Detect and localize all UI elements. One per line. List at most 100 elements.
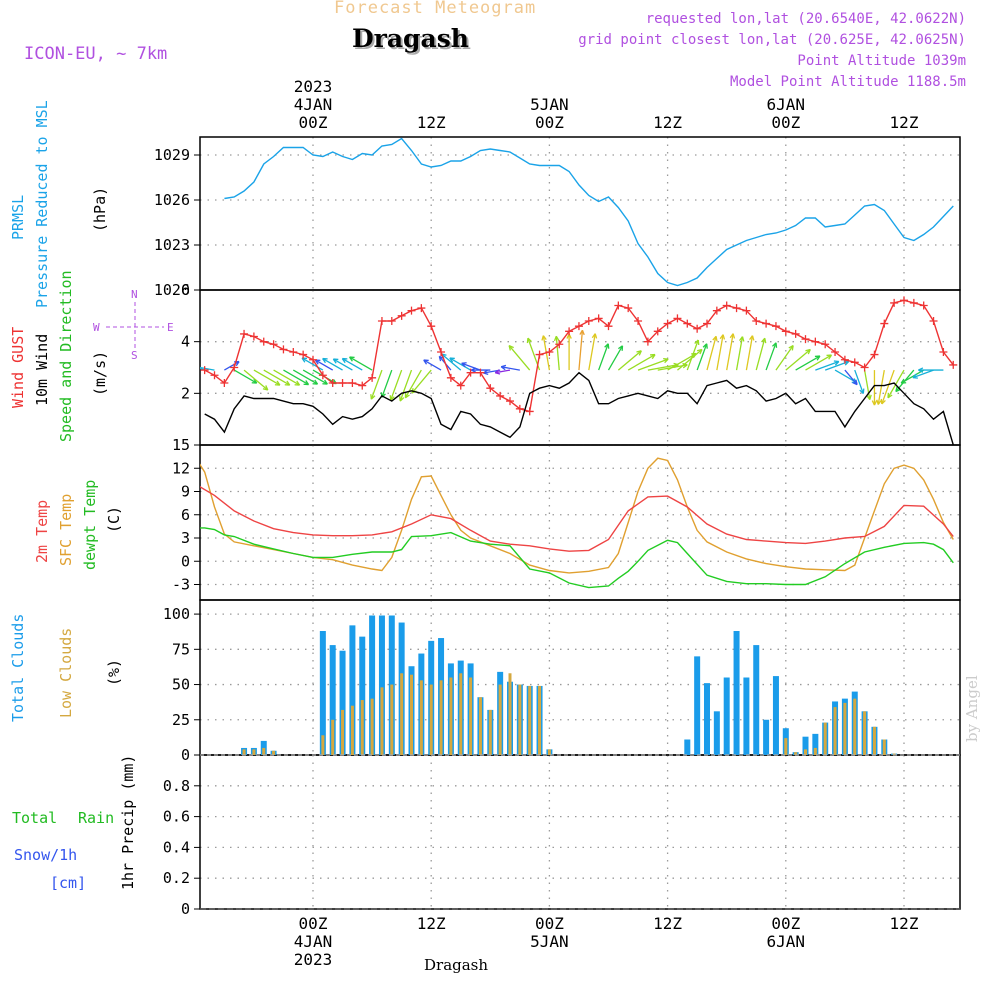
temperature-ytick-label: 9 (181, 483, 190, 501)
wind-arrow-head (895, 386, 901, 393)
low-cloud-bar (429, 684, 433, 755)
wind-arrow (647, 364, 679, 371)
temperature-panel: -3 0 3 6 9 12 15 (172, 436, 961, 601)
wind-arrow (716, 334, 724, 371)
temperature-ytick-label: 3 (181, 529, 190, 547)
wind-arrow-head (312, 379, 319, 385)
wind-arrow-head (880, 398, 886, 405)
wind-arrow-head (871, 400, 878, 406)
wind-arrow-head (761, 337, 767, 344)
wind-arrow-head (262, 385, 269, 391)
wind-gust-point (614, 301, 623, 310)
low-cloud-bar (469, 677, 473, 755)
wind-gust-point (880, 319, 889, 328)
pressure-reduced-label: Pressure Reduced to MSL (33, 100, 51, 308)
pressure-frame (199, 136, 961, 291)
wind-gust-line (204, 299, 954, 413)
wind-arrow (795, 355, 821, 371)
wind-arrow-head (553, 335, 560, 342)
wind-arrow-head (274, 380, 281, 386)
wind-gust-point (249, 332, 258, 341)
wind-arrow (598, 343, 609, 371)
wind-arrow-head (852, 379, 858, 386)
low-cloud-bar (242, 749, 246, 755)
low-cloud-bar (547, 749, 551, 755)
total-cloud-bar (753, 645, 760, 755)
wind-arrow (292, 369, 318, 385)
top-time-label: 00Z (535, 113, 564, 132)
bottom-time-label: 00Z (299, 914, 328, 933)
wind-gust-point (496, 391, 505, 400)
wind-gust-point (466, 368, 475, 377)
wind-arrow (243, 369, 269, 391)
wind-arrow (283, 369, 309, 386)
wind-arrow-head (494, 369, 501, 375)
wind-gust-point (703, 319, 711, 328)
wind-arrow-head (696, 348, 703, 355)
wind-gust-point (909, 298, 918, 307)
wind-gust-point (693, 324, 702, 333)
wind-gust-point (919, 301, 928, 310)
wind-gust-point (299, 350, 308, 359)
wind-gust-point (574, 322, 583, 331)
wind-arrow (900, 369, 925, 384)
wind-gust-point (456, 381, 465, 390)
wind-arrow (877, 369, 885, 405)
wind-arrow (322, 358, 343, 371)
top-time-label: 12Z (417, 113, 446, 132)
top-time-label: 12Z (890, 113, 919, 132)
wind-arrow-head (650, 353, 656, 360)
wind-gust-point (309, 355, 317, 364)
wind-gust-point (348, 379, 357, 387)
wind-gust-point (890, 298, 899, 307)
wind-gust-point (437, 348, 446, 356)
low-cloud-bar (863, 711, 867, 755)
wind-arrow-head (617, 345, 624, 351)
wind-arrow (263, 369, 291, 386)
low-cloud-bar (872, 726, 876, 755)
precip-unit-label: 1hr Precip (mm) (119, 755, 137, 890)
wind-gust-point (939, 348, 948, 356)
wind-gust-point (407, 306, 416, 315)
cloud-bars (241, 615, 898, 755)
dewpt-series (200, 527, 954, 589)
pressure-ytick-label: 1029 (154, 146, 190, 164)
bottom-time-label: 4JAN (294, 932, 333, 951)
wind-gust-point (555, 340, 564, 349)
wind-gust-point (673, 314, 682, 323)
low-cloud-bar (262, 747, 266, 755)
total-clouds-label: Total Clouds (9, 614, 27, 722)
wind-arrow-head (541, 335, 547, 341)
wind-arrow (617, 350, 642, 371)
wind-labels: Wind GUST 10m Wind Speed and Direction (… (9, 270, 109, 442)
clouds-ytick-label: 50 (172, 676, 190, 694)
wind-gust-point (289, 348, 298, 356)
bottom-time-label: 5JAN (530, 932, 569, 951)
wind-arrow (677, 349, 703, 371)
wind-arrow (404, 369, 422, 399)
top-time-label: 5JAN (530, 95, 569, 114)
t2m-series (200, 486, 954, 552)
wind-gust-point (643, 337, 652, 346)
wind-arrow (349, 356, 373, 371)
wind-arrow-head (887, 392, 893, 399)
low-cloud-bar (360, 700, 364, 755)
wind-arrow (381, 369, 393, 398)
wind-arrow-head (423, 359, 429, 365)
wind-gust-point (742, 306, 751, 315)
station-name: Dragash (352, 24, 469, 53)
precipitation-ytick-label: 0.8 (163, 777, 190, 795)
prmsl-line (224, 137, 954, 287)
total-cloud-bar (329, 645, 336, 755)
t2m-line (200, 486, 954, 552)
temp-unit-label: (C) (105, 506, 123, 533)
wind-arrows (200, 329, 944, 406)
wind-arrow (765, 342, 777, 371)
wind-arrow-head (322, 357, 328, 364)
wind-unit-label: (m/s) (91, 351, 109, 396)
wind-gust-point (722, 301, 731, 310)
wind-arrow (785, 349, 811, 371)
wind-arrow (461, 362, 481, 371)
wind-arrow-head (579, 329, 585, 336)
